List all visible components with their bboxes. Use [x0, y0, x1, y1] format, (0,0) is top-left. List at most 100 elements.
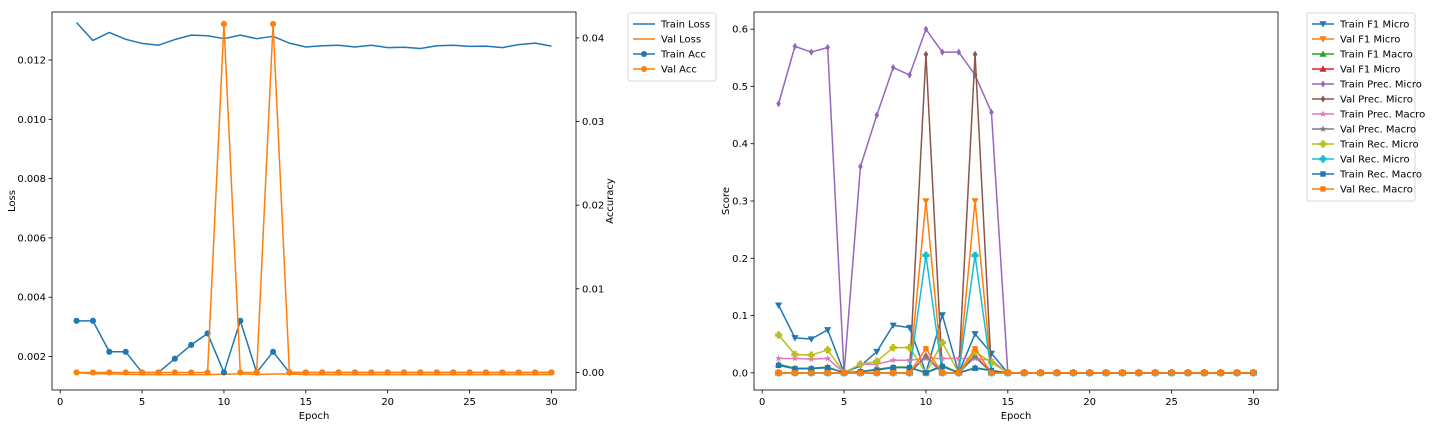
legend-label: Train Rec. Micro [1339, 140, 1419, 151]
legend-label: Val Prec. Macro [1340, 125, 1416, 136]
data-point-train-prec-micro [808, 48, 814, 56]
data-point-val-rec-micro [971, 251, 979, 260]
legend: Train F1 Micro Val F1 Micro Train F1 Macro… [1306, 12, 1425, 202]
data-point-train-rec-macro [874, 367, 880, 373]
data-point-train-rec-macro [939, 363, 946, 370]
legend-label: Train Prec. Macro [1339, 110, 1425, 121]
legend-marker [1319, 155, 1327, 163]
data-point-val-prec-macro [971, 353, 979, 360]
data-point-train-acc [106, 348, 113, 355]
y-tick-label: 0.006 [17, 233, 46, 244]
data-point-train-rec-macro [890, 364, 896, 371]
data-point-train-prec-micro [792, 42, 798, 50]
legend-label: Train F1 Macro [1339, 50, 1413, 61]
data-point-val-rec-macro [1234, 370, 1240, 376]
x-axis-label: Epoch [299, 411, 330, 422]
data-point-train-prec-micro [989, 108, 994, 116]
legend-label: Val Acc [661, 65, 697, 76]
data-point-val-prec-micro [923, 50, 929, 58]
data-point-val-acc [532, 369, 539, 376]
y2-axis-label: Accuracy [605, 178, 616, 224]
axes-frame [753, 11, 1279, 391]
y2-tick-label: 0.04 [582, 33, 604, 44]
legend-label: Val Loss [661, 35, 701, 46]
x-tick-label: 25 [1165, 397, 1178, 408]
series-val-acc [73, 20, 555, 376]
legend-entry-train-rec-macro: Train Rec. Macro [1312, 170, 1422, 181]
x-tick-label: 5 [841, 397, 847, 408]
data-point-train-f1-micro [774, 302, 783, 309]
data-point-train-prec-micro [972, 71, 978, 79]
y2-tick-label: 0.00 [582, 368, 604, 379]
x-tick-label: 30 [1247, 397, 1260, 408]
data-point-train-acc [73, 317, 80, 324]
data-point-val-acc [286, 369, 293, 376]
y-tick-label: 0.010 [17, 115, 46, 126]
data-point-val-acc [335, 369, 342, 376]
data-point-train-prec-micro [956, 48, 962, 56]
y-tick-label: 0.4 [732, 139, 748, 150]
data-point-train-prec-micro [923, 25, 929, 33]
series-line-val-prec-micro [778, 53, 1254, 374]
series-train-rec-macro [775, 362, 1257, 376]
data-point-val-acc [89, 369, 96, 376]
data-point-val-rec-macro [874, 370, 880, 376]
data-point-val-rec-macro [1168, 370, 1175, 376]
data-point-train-prec-macro [906, 356, 913, 364]
x-tick-label: 15 [299, 397, 312, 408]
series-line-train-f1-macro [778, 363, 1254, 374]
data-point-val-rec-macro [1086, 370, 1093, 376]
data-point-train-prec-macro [938, 354, 946, 362]
y-tick-label: 0.004 [17, 293, 46, 304]
legend-marker [1319, 125, 1327, 132]
legend-label: Val F1 Micro [1340, 65, 1400, 76]
data-point-val-rec-macro [1217, 370, 1224, 376]
data-point-train-rec-macro [824, 364, 831, 371]
data-point-val-prec-micro [972, 50, 978, 58]
data-point-val-rec-macro [1250, 370, 1257, 376]
data-point-train-rec-micro [824, 346, 832, 354]
data-point-val-rec-macro [1152, 370, 1158, 376]
data-point-train-acc [89, 317, 96, 324]
legend-marker [1319, 36, 1327, 43]
y-tick-label: 0.5 [732, 82, 748, 93]
x-tick-label: 30 [545, 397, 558, 408]
data-point-train-rec-micro [905, 344, 914, 352]
legend-marker [1320, 186, 1326, 192]
data-point-train-rec-macro [923, 370, 929, 376]
y-tick-label: 0.6 [732, 25, 748, 36]
loss-accuracy-chart: 0 5 10 15 20 25 30 0.002 0.004 0.006 0.008 0.010 0.0… [7, 11, 717, 422]
data-point-val-acc [450, 369, 457, 376]
legend-marker [1319, 50, 1327, 57]
data-point-val-rec-macro [1005, 370, 1011, 376]
y-tick-label: 0.3 [732, 197, 748, 208]
data-point-val-acc [433, 369, 440, 376]
data-point-val-rec-macro [1136, 370, 1142, 376]
data-point-val-acc [155, 369, 162, 376]
y2-tick-label: 0.01 [582, 284, 604, 295]
series-val-f1-micro [774, 198, 1258, 377]
data-point-val-prec-macro [922, 353, 930, 360]
data-point-val-acc [139, 369, 146, 376]
data-point-train-f1-micro [938, 312, 946, 319]
data-point-train-prec-micro [776, 100, 781, 108]
x-tick-label: 0 [759, 397, 765, 408]
data-point-train-prec-micro [890, 63, 896, 72]
legend-label: Train Prec. Micro [1339, 80, 1422, 91]
legend-label: Train Rec. Macro [1339, 170, 1422, 181]
legend-entry-train-f1-macro: Train F1 Macro [1312, 50, 1413, 61]
data-point-train-f1-micro [807, 336, 815, 343]
score-chart: 0 5 10 15 20 25 30 0.0 0.1 0.2 0.3 0.4 0.5 0.6 Epoch Sc… [721, 11, 1425, 422]
series-line-train-acc [76, 320, 552, 374]
data-point-val-rec-macro [857, 370, 864, 376]
data-point-val-acc [417, 369, 424, 376]
data-point-val-acc [515, 369, 522, 376]
data-point-train-rec-micro [971, 348, 979, 356]
data-point-train-prec-micro [907, 71, 912, 79]
data-point-val-rec-macro [824, 370, 831, 376]
data-point-train-prec-micro [939, 48, 945, 56]
legend-marker [640, 50, 648, 58]
data-point-val-rec-macro [955, 370, 962, 376]
data-point-train-rec-micro [987, 358, 996, 367]
x-axis-label: Epoch [1001, 411, 1032, 422]
